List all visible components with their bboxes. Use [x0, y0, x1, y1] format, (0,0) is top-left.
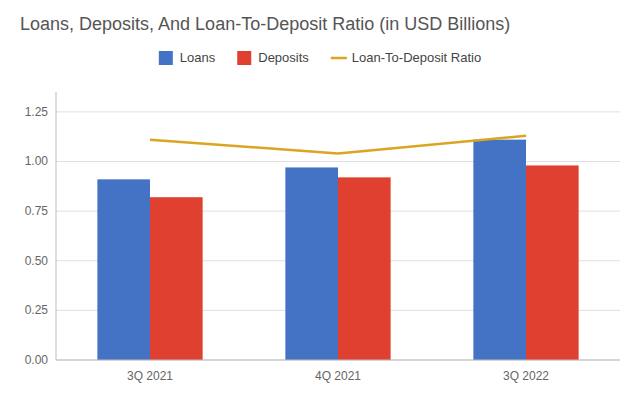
- legend-item: Deposits: [237, 50, 309, 65]
- grid-line: [56, 111, 620, 112]
- x-tick-label: 4Q 2021: [315, 369, 361, 383]
- x-tick-label: 3Q 2021: [127, 369, 173, 383]
- legend-item: Loans: [159, 50, 216, 65]
- bar: [285, 167, 338, 360]
- bar: [338, 177, 391, 360]
- legend-label: Deposits: [258, 50, 309, 65]
- x-tick-label: 3Q 2022: [503, 369, 549, 383]
- legend-item: Loan-To-Deposit Ratio: [331, 50, 481, 65]
- y-axis-line: [56, 92, 57, 360]
- bar-series: [150, 165, 579, 360]
- x-axis-line: [56, 360, 620, 361]
- bar-series: [97, 140, 526, 360]
- title: Loans, Deposits, And Loan-To-Deposit Rat…: [20, 14, 510, 34]
- y-tick-label: 1.00: [25, 154, 49, 168]
- legend-label: Loans: [180, 50, 216, 65]
- bar: [473, 140, 526, 360]
- bar: [97, 179, 150, 360]
- y-tick-label: 0.50: [25, 254, 49, 268]
- legend-swatch: [331, 57, 347, 60]
- bar: [150, 197, 203, 360]
- chart-container: Loans, Deposits, And Loan-To-Deposit Rat…: [0, 0, 640, 396]
- line: [150, 136, 526, 154]
- grid-line: [56, 161, 620, 162]
- chart-svg: Loans, Deposits, And Loan-To-Deposit Rat…: [0, 0, 640, 396]
- legend: Loans Deposits Loan-To-Deposit Ratio: [159, 50, 481, 65]
- legend-swatch: [237, 51, 251, 65]
- grid-line: [56, 360, 620, 361]
- plot-area: [97, 136, 578, 360]
- legend-swatch: [159, 51, 173, 65]
- legend-label: Loan-To-Deposit Ratio: [352, 50, 481, 65]
- y-tick-label: 1.25: [25, 105, 49, 119]
- y-tick-label: 0.00: [25, 353, 49, 367]
- y-tick-label: 0.25: [25, 303, 49, 317]
- bar: [526, 165, 579, 360]
- y-tick-label: 0.75: [25, 204, 49, 218]
- grid: [56, 112, 620, 360]
